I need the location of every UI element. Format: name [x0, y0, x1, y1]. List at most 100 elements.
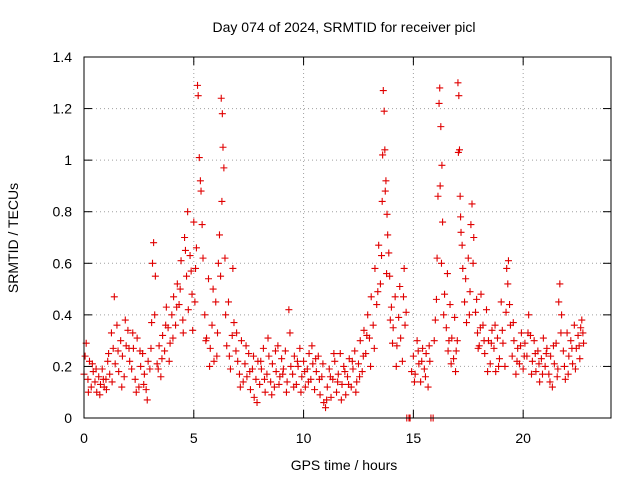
data-point [260, 375, 268, 383]
data-point [107, 329, 115, 337]
data-point [133, 334, 141, 342]
data-point [528, 370, 536, 378]
data-point [512, 370, 520, 378]
data-point [557, 329, 565, 337]
data-point [435, 99, 443, 107]
data-point [454, 148, 462, 156]
data-point [114, 347, 122, 355]
data-point [147, 344, 155, 352]
data-point [554, 365, 562, 373]
data-point [226, 365, 234, 373]
chart-title: Day 074 of 2024, SRMTID for receiver pic… [213, 19, 476, 35]
data-point [424, 383, 432, 391]
data-point [576, 355, 584, 363]
data-point [452, 368, 460, 376]
data-point [363, 331, 371, 339]
data-point [300, 357, 308, 365]
data-point [213, 352, 221, 360]
data-point [287, 362, 295, 370]
data-point [210, 357, 218, 365]
x-tick-label: 10 [296, 430, 312, 446]
data-point [378, 197, 386, 205]
data-point [446, 301, 454, 309]
axis-ticks: 0 0.2 0.4 0.6 0.8 1 1.2 1.4 0 5 10 15 20 [53, 49, 611, 446]
data-point [455, 92, 463, 100]
data-point [481, 350, 489, 358]
data-point [450, 355, 458, 363]
data-point [464, 254, 472, 262]
data-point [397, 334, 405, 342]
data-point [568, 344, 576, 352]
data-point [212, 298, 220, 306]
data-point [457, 228, 465, 236]
data-point [541, 362, 549, 370]
data-point [525, 311, 533, 319]
data-point [380, 107, 388, 115]
data-point [371, 264, 379, 272]
data-point [155, 342, 163, 350]
data-point [360, 326, 368, 334]
data-point [261, 388, 269, 396]
data-point [305, 350, 313, 358]
data-point [301, 368, 309, 376]
data-points [80, 79, 588, 422]
data-point [186, 252, 194, 260]
data-point [124, 326, 132, 334]
data-point [88, 360, 96, 368]
data-point [192, 244, 200, 252]
data-point [459, 264, 467, 272]
data-point [290, 383, 298, 391]
data-point [442, 324, 450, 332]
data-point [342, 391, 350, 399]
data-point [265, 352, 273, 360]
data-point [463, 319, 471, 327]
data-point [84, 388, 92, 396]
data-point [246, 386, 254, 394]
data-point [410, 378, 418, 386]
data-point [282, 388, 290, 396]
data-point [470, 234, 478, 241]
data-point [495, 355, 503, 363]
data-point [293, 357, 301, 365]
data-point [150, 239, 158, 247]
data-point [561, 375, 569, 383]
data-point [467, 221, 475, 229]
data-point [501, 362, 509, 370]
data-point [312, 368, 320, 376]
data-point [162, 321, 170, 329]
data-point [418, 357, 426, 365]
data-point [414, 347, 422, 355]
data-point [268, 360, 276, 368]
data-point [92, 365, 100, 373]
data-point [245, 350, 253, 358]
y-tick-label: 1.2 [53, 101, 73, 117]
data-point [241, 360, 249, 368]
data-point [184, 306, 192, 314]
data-point [546, 378, 554, 386]
data-point [517, 329, 525, 337]
data-point [252, 375, 260, 383]
data-point [274, 342, 282, 350]
data-point [436, 182, 444, 190]
data-point [370, 344, 378, 352]
data-point [490, 344, 498, 352]
data-point [95, 373, 103, 381]
data-point [537, 355, 545, 363]
data-point [285, 306, 293, 314]
data-point [176, 285, 184, 293]
data-point [325, 365, 333, 373]
data-point [129, 329, 137, 337]
data-point [447, 360, 455, 368]
data-point [223, 342, 231, 350]
data-point [189, 326, 197, 334]
data-point [530, 337, 538, 345]
data-point [425, 342, 433, 350]
data-point [229, 264, 237, 272]
data-point [510, 337, 518, 345]
data-point [105, 350, 113, 358]
data-point [543, 344, 551, 352]
data-point [333, 388, 341, 396]
x-tick-label: 5 [190, 430, 198, 446]
data-point [432, 295, 440, 303]
